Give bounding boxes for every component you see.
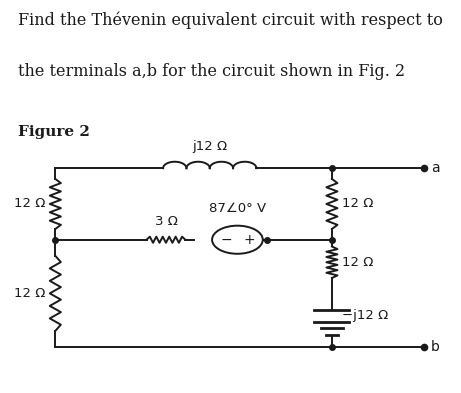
Text: 12 Ω: 12 Ω xyxy=(342,256,373,269)
Text: −: − xyxy=(220,233,232,247)
Text: the terminals a,b for the circuit shown in Fig. 2: the terminals a,b for the circuit shown … xyxy=(18,63,406,80)
Text: Find the Thévenin equivalent circuit with respect to: Find the Thévenin equivalent circuit wit… xyxy=(18,12,443,29)
Text: 3 Ω: 3 Ω xyxy=(154,215,177,228)
Text: 12 Ω: 12 Ω xyxy=(14,287,46,300)
Text: 87∠0° V: 87∠0° V xyxy=(209,202,266,215)
Text: −j12 Ω: −j12 Ω xyxy=(342,309,388,322)
Text: Figure 2: Figure 2 xyxy=(18,125,90,140)
Text: j12 Ω: j12 Ω xyxy=(192,140,227,153)
Text: a: a xyxy=(431,161,440,175)
Text: 12 Ω: 12 Ω xyxy=(342,197,373,211)
Text: +: + xyxy=(243,233,254,247)
Text: b: b xyxy=(431,340,440,354)
Text: 12 Ω: 12 Ω xyxy=(14,197,46,211)
